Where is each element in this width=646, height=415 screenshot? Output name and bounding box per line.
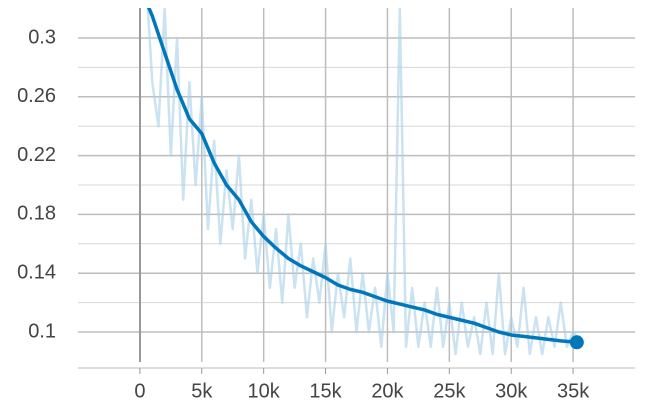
x-tick-label: 10k: [248, 380, 281, 402]
x-tick-label: 15k: [309, 380, 342, 402]
last-point: [569, 335, 584, 350]
y-tick-label: 0.26: [17, 85, 56, 107]
y-tick-label: 0.14: [17, 261, 56, 283]
y-tick-label: 0.22: [17, 144, 56, 166]
x-tick-label: 30k: [495, 380, 528, 402]
x-tick-label: 25k: [433, 380, 466, 402]
y-tick-label: 0.18: [17, 203, 56, 225]
y-tick-label: 0.3: [28, 26, 56, 48]
x-tick-label: 5k: [191, 380, 213, 402]
x-tick-label: 0: [134, 380, 145, 402]
x-tick-label: 35k: [557, 380, 590, 402]
y-tick-label: 0.1: [28, 320, 56, 342]
raw-line: [146, 8, 581, 356]
x-tick-label: 20k: [371, 380, 404, 402]
smoothed-line: [147, 8, 577, 345]
